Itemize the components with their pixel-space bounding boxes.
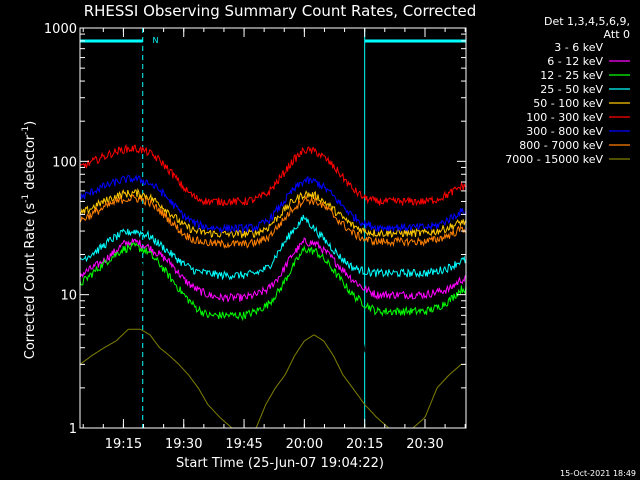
- x-tick-label: 20:00: [286, 437, 323, 452]
- x-tick-label: 20:30: [406, 437, 443, 452]
- legend-label: 100 - 300 keV: [526, 111, 603, 124]
- y-tick-label: 100: [52, 155, 77, 170]
- series-line: [79, 259, 467, 368]
- y-tick-label: 10: [60, 289, 77, 304]
- legend-label: 50 - 100 keV: [533, 97, 603, 110]
- x-tick-label: 19:15: [105, 437, 142, 452]
- legend-header-line1: Det 1,3,4,5,6,9,: [544, 15, 630, 28]
- legend-label: 3 - 6 keV: [554, 41, 603, 54]
- plot-frame: [79, 27, 467, 429]
- y-axis-label-sup1: -1: [21, 194, 31, 203]
- y-axis-label-end: ): [23, 121, 38, 126]
- x-axis-label: Start Time (25-Jun-07 19:04:22): [176, 456, 384, 471]
- legend-label: 800 - 7000 keV: [519, 139, 603, 152]
- x-tick-label: 20:15: [346, 437, 383, 452]
- series-line: [79, 143, 467, 207]
- chart-title: RHESSI Observing Summary Count Rates, Co…: [84, 2, 477, 20]
- legend-label: 6 - 12 keV: [547, 55, 603, 68]
- y-axis-label-main: Corrected Count Rate (s: [23, 203, 38, 360]
- series-line: [79, 328, 466, 429]
- series-line: [79, 214, 467, 281]
- legend-label: 12 - 25 keV: [540, 69, 603, 82]
- x-tick-label: 19:30: [165, 437, 202, 452]
- y-axis-label: Corrected Count Rate (s-1 detector-1): [21, 121, 38, 359]
- legend-label: 25 - 50 keV: [540, 83, 603, 96]
- axes: 1 10 100 1000 19:15 19:30 19:45 20:00 20:15 20:30: [44, 22, 467, 452]
- y-tick-label: 1000: [44, 22, 77, 37]
- x-tick-label: 19:45: [225, 437, 262, 452]
- legend-label: 7000 - 15000 keV: [505, 153, 603, 166]
- series-line: [79, 241, 467, 322]
- y-axis-label-mid: detector: [23, 134, 38, 194]
- night-label: N: [153, 36, 159, 45]
- plot-area: N: [79, 28, 467, 429]
- legend-label: 300 - 800 keV: [526, 125, 603, 138]
- y-axis-label-sup2: -1: [21, 126, 31, 135]
- footer-timestamp: 15-Oct-2021 18:49: [560, 469, 636, 478]
- series-line: [79, 174, 467, 235]
- series-line: [79, 187, 467, 239]
- y-tick-label: 1: [69, 422, 77, 437]
- series-line: [79, 194, 466, 249]
- legend-header-line2: Att 0: [604, 28, 630, 41]
